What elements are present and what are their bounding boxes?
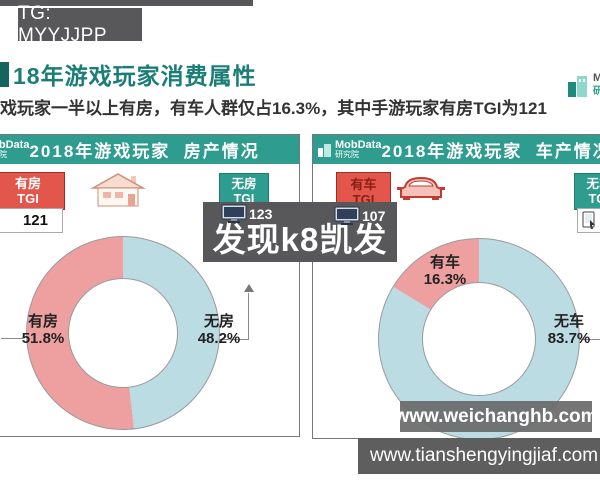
top-dark-strip <box>0 0 253 6</box>
housing-chart-panel: MobData 研究院 2018年游戏玩家 房产情况 有房 TGI 121 无房… <box>0 134 300 437</box>
house-icon <box>90 173 146 207</box>
callout-arrow-icon <box>244 284 254 292</box>
mobdata-logo: MobData 研究院 <box>0 138 30 160</box>
corner-logo-text: M 研 <box>593 72 600 99</box>
badge-label: 无房 <box>231 176 257 191</box>
badge-tgi-label: TGI <box>588 191 600 206</box>
mobdata-logo-name: MobData <box>335 138 382 151</box>
slice-name: 无房 <box>203 313 234 330</box>
has-car-slice-label: 有车 16.3% <box>413 254 477 288</box>
car-icon <box>397 176 445 200</box>
tg-watermark-badge: TG: MYYJJPP <box>18 3 142 46</box>
has-house-tgi-badge: 有房 TGI <box>0 172 65 210</box>
slice-pct: 16.3% <box>423 271 467 288</box>
corner-logo-letter-2: 研 <box>593 86 600 97</box>
no-house-slice-label: 无房 48.2% <box>187 313 251 347</box>
has-car-tgi-value: 107 <box>334 206 385 226</box>
left-connector-line <box>1 338 23 339</box>
has-house-tgi-value: 121 <box>0 208 63 233</box>
no-car-tgi-value: 1 <box>577 208 600 233</box>
mobdata-logo-name: MobData <box>0 138 30 151</box>
no-house-tgi-value: 123 <box>221 204 272 224</box>
center-watermark: 发现k8凯发 <box>203 202 397 262</box>
housing-panel-title: 2018年游戏玩家 房产情况 <box>29 142 260 161</box>
monitor-icon <box>334 206 360 225</box>
badge-label: 有房 <box>14 176 41 191</box>
page-title: 18年游戏玩家消费属性 <box>13 63 257 89</box>
no-car-tgi-badge: 无车 TGI <box>574 173 600 210</box>
mobdata-corner-logo: M 研 <box>566 72 600 99</box>
badge-label: 无车 <box>586 176 600 191</box>
slice-pct: 51.8% <box>21 330 65 347</box>
mobdata-logo-sub: 研究院 <box>0 149 7 159</box>
housing-donut-chart <box>26 236 220 430</box>
title-bullet-square <box>0 61 9 87</box>
building-icon <box>318 143 331 157</box>
slice-name: 有房 <box>27 313 58 330</box>
slice-name: 无车 <box>553 313 584 330</box>
monitor-icon <box>221 204 247 223</box>
page-title-row: 18年游戏玩家消费属性 <box>0 57 257 91</box>
slice-name: 有车 <box>429 254 460 271</box>
tablet-hand-icon <box>582 211 595 229</box>
corner-logo-letter-1: M <box>593 72 600 84</box>
building-icon <box>568 76 587 97</box>
tgi-value-text: 121 <box>22 212 48 229</box>
no-car-slice-label: 无车 83.7% <box>537 313 600 347</box>
car-panel-title: 2018年游戏玩家 车产情况 <box>381 142 600 161</box>
site-watermark-2: www.tianshengyingjiaf.com <box>358 438 600 474</box>
tgi-value-text: 107 <box>362 208 386 224</box>
page-subtitle: 戏玩家一半以上有房，有车人群仅占16.3%，其中手游玩家有房TGI为121 <box>0 99 547 118</box>
mobdata-logo: MobData 研究院 <box>317 138 382 160</box>
slice-pct: 48.2% <box>197 330 241 347</box>
badge-tgi-label: TGI <box>17 191 39 206</box>
car-panel-header: MobData 研究院 2018年游戏玩家 车产情况 <box>313 135 600 164</box>
site-watermark-1: www.weichanghb.com <box>394 401 598 432</box>
car-chart-panel: MobData 研究院 2018年游戏玩家 车产情况 有车 TGI <box>312 134 600 440</box>
slice-pct: 83.7% <box>547 330 591 347</box>
mobdata-logo-sub: 研究院 <box>335 149 359 159</box>
badge-label: 有车 <box>350 176 377 192</box>
callout-connector-h <box>219 339 249 340</box>
tgi-value-text: 123 <box>249 206 273 222</box>
callout-connector-v <box>248 293 249 339</box>
housing-panel-header: MobData 研究院 2018年游戏玩家 房产情况 <box>0 135 299 164</box>
callout-connector-h <box>579 339 600 340</box>
has-house-slice-label: 有房 51.8% <box>11 313 75 347</box>
